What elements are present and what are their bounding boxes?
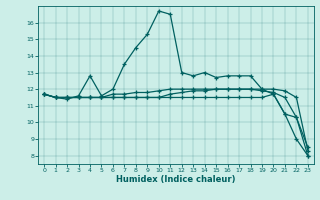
X-axis label: Humidex (Indice chaleur): Humidex (Indice chaleur) xyxy=(116,175,236,184)
